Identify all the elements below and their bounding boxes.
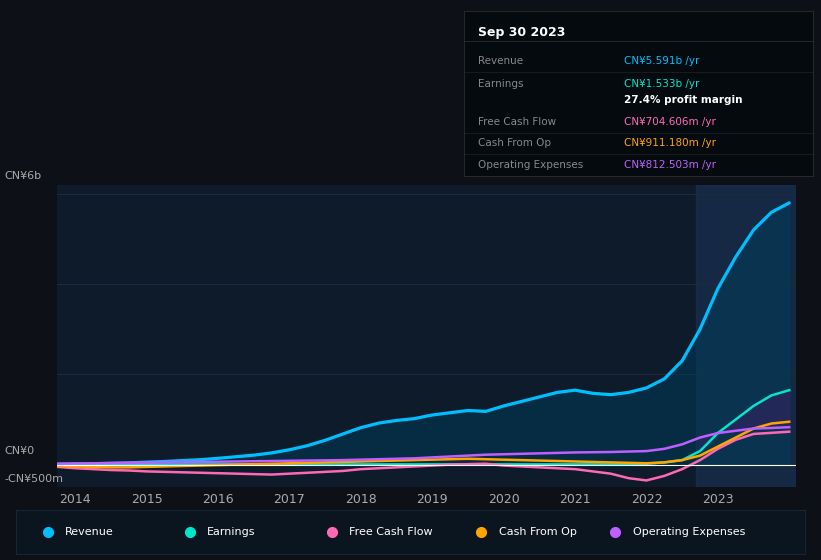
Text: Free Cash Flow: Free Cash Flow — [478, 117, 556, 127]
Text: CN¥1.533b /yr: CN¥1.533b /yr — [624, 79, 699, 89]
Text: Earnings: Earnings — [207, 527, 255, 537]
Text: CN¥5.591b /yr: CN¥5.591b /yr — [624, 56, 699, 66]
Text: -CN¥500m: -CN¥500m — [4, 474, 63, 484]
Text: CN¥812.503m /yr: CN¥812.503m /yr — [624, 160, 717, 170]
Text: Operating Expenses: Operating Expenses — [633, 527, 745, 537]
Text: Cash From Op: Cash From Op — [499, 527, 576, 537]
Text: 27.4% profit margin: 27.4% profit margin — [624, 95, 743, 105]
Text: Revenue: Revenue — [66, 527, 114, 537]
Text: Operating Expenses: Operating Expenses — [478, 160, 583, 170]
Text: Sep 30 2023: Sep 30 2023 — [478, 26, 565, 39]
Text: CN¥704.606m /yr: CN¥704.606m /yr — [624, 117, 716, 127]
Text: CN¥6b: CN¥6b — [4, 171, 41, 181]
Text: Cash From Op: Cash From Op — [478, 138, 551, 148]
Text: Earnings: Earnings — [478, 79, 523, 89]
Text: CN¥911.180m /yr: CN¥911.180m /yr — [624, 138, 717, 148]
Text: Free Cash Flow: Free Cash Flow — [349, 527, 433, 537]
Text: CN¥0: CN¥0 — [4, 446, 34, 456]
Bar — [696, 185, 796, 487]
Text: Revenue: Revenue — [478, 56, 523, 66]
